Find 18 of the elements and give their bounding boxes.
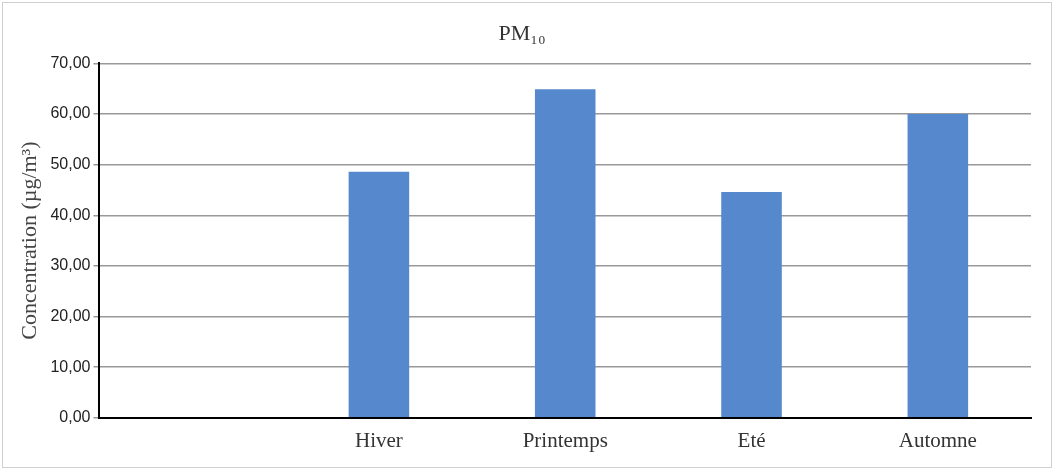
y-tick-label: 40,00 (50, 205, 91, 223)
x-tick-label: Eté (737, 427, 766, 452)
y-tick-label: 0,00 (59, 408, 91, 426)
bar (534, 89, 596, 418)
y-tick-label: 60,00 (50, 104, 91, 122)
bar (907, 114, 969, 418)
bar (721, 192, 782, 418)
y-tick-label: 20,00 (50, 306, 91, 324)
x-tick-label: Printemps (522, 427, 608, 452)
y-tick-label: 30,00 (50, 256, 91, 274)
x-tick-label: Automne (898, 427, 977, 452)
y-axis-title: Concentration (µg/m³) (15, 141, 41, 340)
y-tick-label: 70,00 (50, 53, 91, 71)
x-tick-label: Hiver (354, 427, 403, 452)
chart-title: PM₁₀ (498, 19, 546, 45)
y-tick-label: 10,00 (50, 357, 91, 375)
bar (348, 171, 410, 418)
y-tick-label: 50,00 (50, 155, 91, 173)
